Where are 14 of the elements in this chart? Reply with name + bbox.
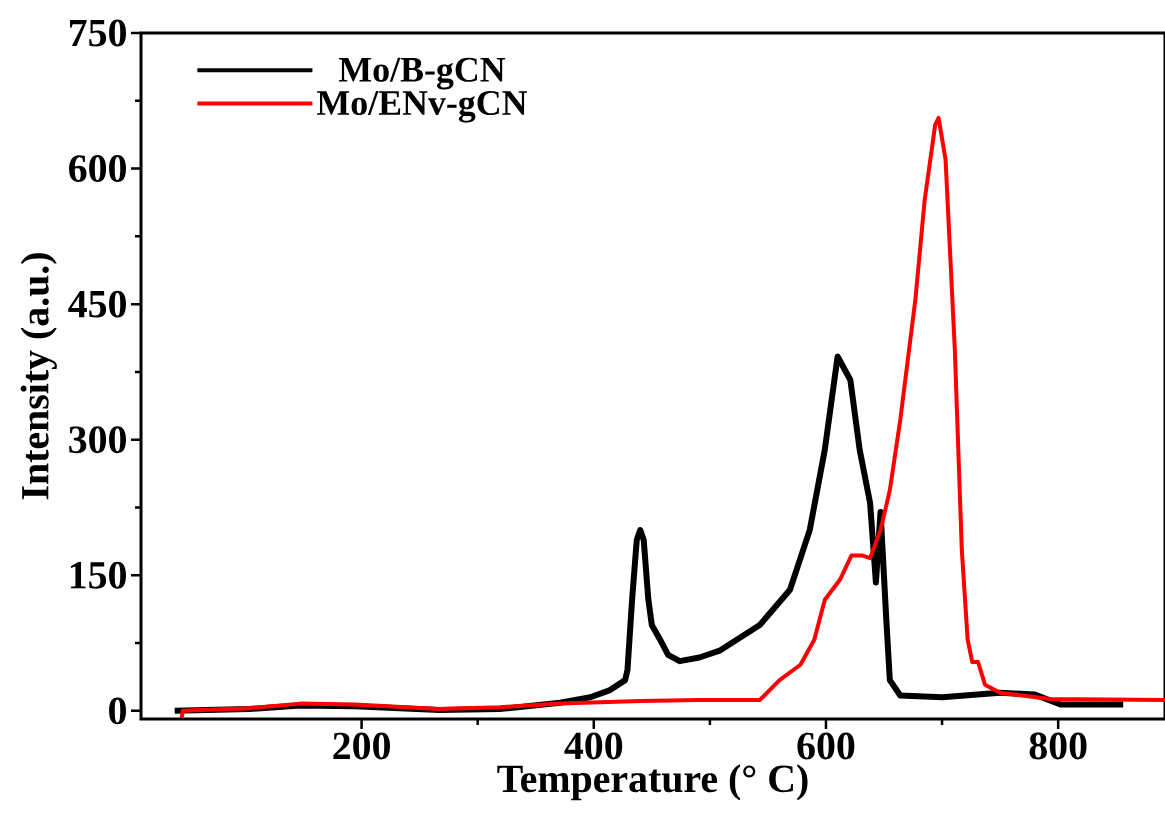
x-axis-title: Temperature (° C) [497,764,808,801]
y-tick-label: 150 [70,561,126,589]
y-tick-label: 450 [68,290,126,318]
legend-label: Mo/B-gCN [338,57,506,90]
y-tick-label: 0 [109,697,126,725]
x-tick-label: 600 [797,732,855,760]
y-tick-label: 300 [69,426,126,454]
y-tick-label: 750 [69,19,126,47]
x-tick-label: 800 [1029,732,1087,760]
legend-label: Mo/ENv-gCN [317,90,528,123]
x-tick-label: 200 [333,732,390,760]
y-tick-label: 600 [69,155,126,182]
y-axis-title: Intensity (a.u.) [20,253,57,500]
x-tick-label: 400 [564,732,623,760]
